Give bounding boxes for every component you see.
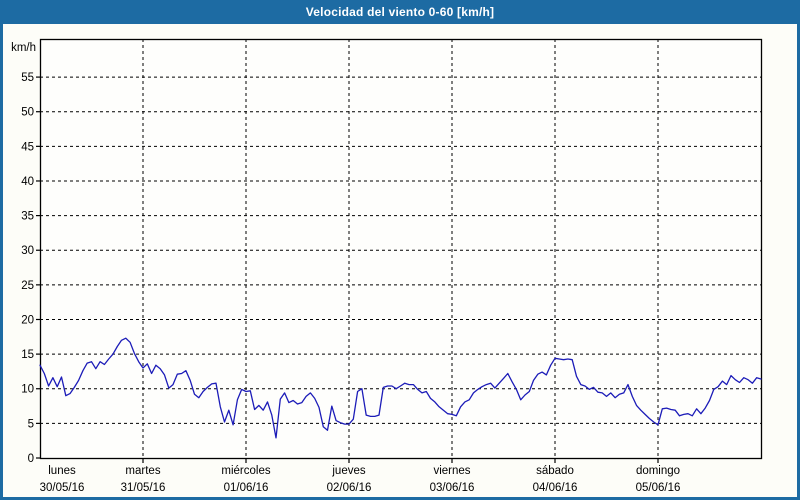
chart-title-bar: Velocidad del viento 0-60 [km/h] [0,0,800,24]
y-tick-label: 25 [21,280,34,292]
wind-speed-line [39,337,762,439]
day-date-label: 03/06/16 [430,482,475,494]
y-tick-label: 10 [21,384,34,396]
y-tick-label: 20 [21,314,34,326]
y-tick-label: 35 [21,211,34,223]
y-tick-label: 50 [21,107,34,119]
y-tick-label: 45 [21,141,34,153]
day-date-label: 02/06/16 [327,482,372,494]
day-name-label: sábado [536,465,574,477]
day-name-label: jueves [331,465,365,477]
y-tick-label: 15 [21,349,34,361]
day-date-label: 05/06/16 [636,482,681,494]
day-date-label: 04/06/16 [533,482,578,494]
chart-title: Velocidad del viento 0-60 [km/h] [305,5,495,19]
y-tick-label: 0 [28,453,34,465]
day-date-label: 01/06/16 [224,482,269,494]
y-tick-label: 55 [21,72,34,84]
day-name-label: viernes [433,465,470,477]
day-date-label: 31/05/16 [121,482,166,494]
y-tick-label: 5 [28,418,34,430]
y-tick-label: 30 [21,245,34,257]
y-tick-label: 40 [21,176,34,188]
day-name-label: lunes [48,465,76,477]
day-name-label: domingo [636,465,680,477]
day-date-label: 30/05/16 [40,482,85,494]
plot-area [39,38,763,460]
day-name-label: miércoles [221,465,270,477]
day-name-label: martes [125,465,160,477]
y-axis-unit-label: km/h [11,42,36,54]
